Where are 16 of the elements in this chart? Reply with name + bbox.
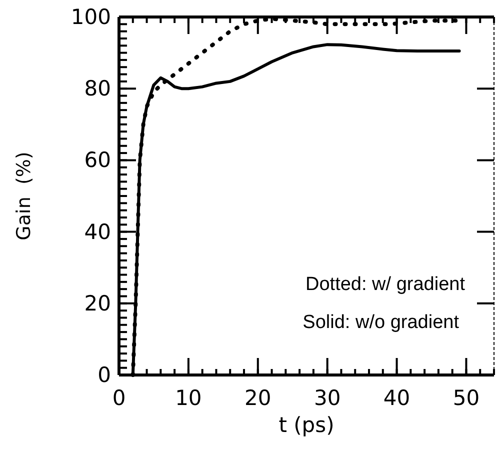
x-tick-label: 10: [175, 386, 202, 410]
x-axis-title: t (ps): [278, 413, 334, 437]
x-tick-label: 0: [112, 386, 126, 410]
x-tick-label: 30: [314, 386, 341, 410]
x-tick-label: 40: [383, 386, 410, 410]
x-tick-label: 20: [244, 386, 272, 410]
y-tick-label: 100: [70, 5, 111, 29]
y-tick-label: 80: [84, 76, 111, 101]
y-tick-label: 0: [98, 363, 111, 387]
annotation: Solid: w/o gradient: [302, 312, 460, 333]
x-tick-label: 50: [452, 386, 480, 410]
y-axis-title: Gain (%): [13, 152, 35, 240]
y-tick-label: 60: [84, 148, 111, 172]
y-tick-label: 40: [84, 220, 111, 244]
annotation: Dotted: w/ gradient: [306, 274, 466, 295]
y-tick-label: 20: [84, 291, 111, 316]
